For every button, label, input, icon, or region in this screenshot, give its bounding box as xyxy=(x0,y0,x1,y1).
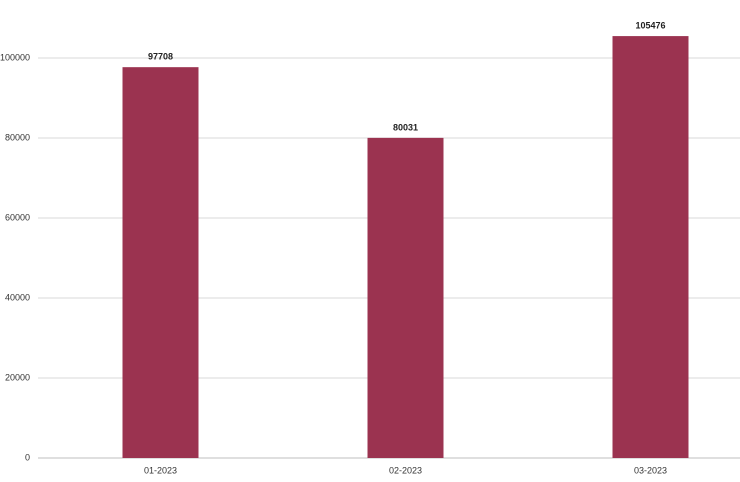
data-label: 97708 xyxy=(148,52,173,62)
y-tick-label: 40000 xyxy=(5,292,30,302)
bar xyxy=(367,137,444,458)
y-tick-label: 80000 xyxy=(5,132,30,142)
data-label: 105476 xyxy=(635,20,665,30)
x-tick-label: 01-2023 xyxy=(144,465,177,475)
bar xyxy=(122,67,199,458)
x-tick-label: 03-2023 xyxy=(634,465,667,475)
y-tick-label: 0 xyxy=(25,452,30,462)
y-tick-label: 100000 xyxy=(0,52,30,62)
bar xyxy=(612,36,689,458)
y-tick-label: 60000 xyxy=(5,212,30,222)
x-tick-label: 02-2023 xyxy=(389,465,422,475)
data-label: 80031 xyxy=(393,122,418,132)
y-tick-label: 20000 xyxy=(5,372,30,382)
